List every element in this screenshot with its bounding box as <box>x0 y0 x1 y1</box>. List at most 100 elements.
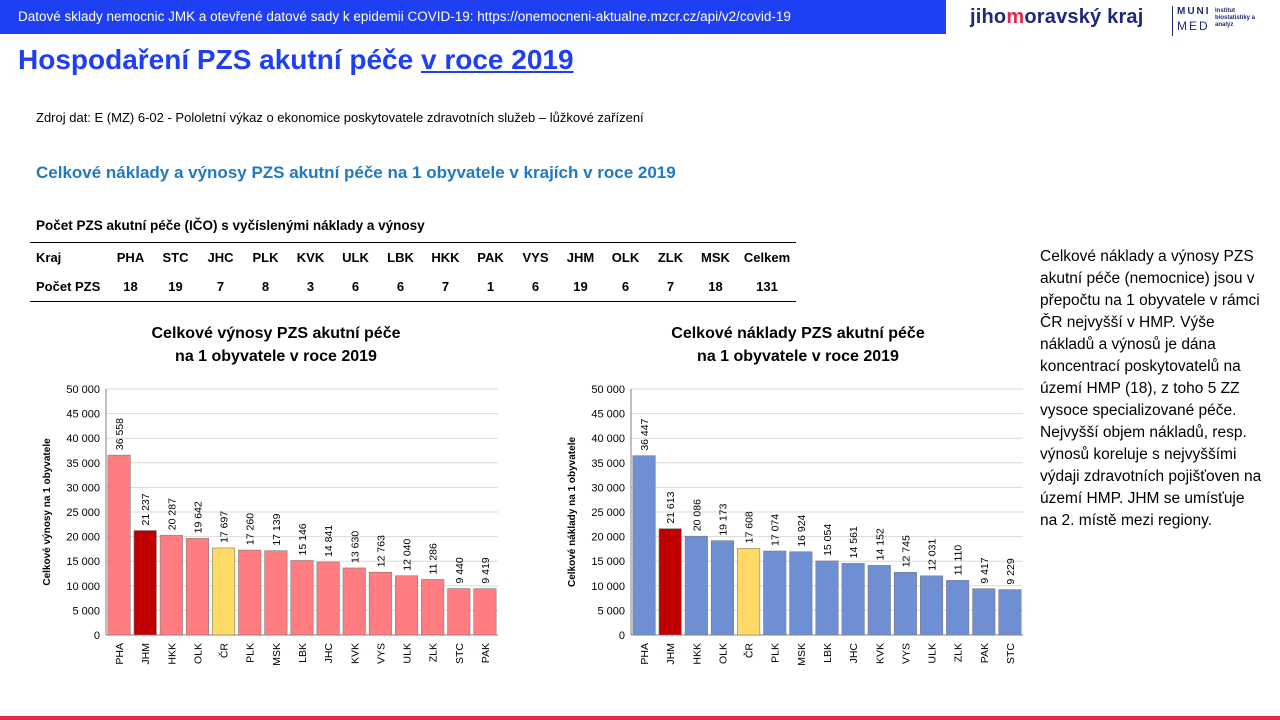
bar-MSK <box>264 550 288 636</box>
bar-ULK <box>919 575 944 636</box>
bar-VYS <box>893 571 917 636</box>
bar-ČR <box>212 547 236 636</box>
bar-STC <box>998 589 1022 636</box>
row-label-region: Kraj <box>30 242 108 272</box>
data-label: 16 924 <box>796 514 808 546</box>
table-value-cell: 18 <box>108 272 153 302</box>
bar-STC <box>447 588 471 636</box>
table-value-cell: 7 <box>423 272 468 302</box>
y-tick-label: 30 000 <box>591 482 625 494</box>
data-label: 9 417 <box>979 557 991 583</box>
bar-OLK <box>185 538 210 636</box>
data-label: 15 146 <box>297 523 309 555</box>
data-label: 17 260 <box>245 513 257 545</box>
bar-PHA <box>632 455 656 636</box>
bar-ČR <box>737 548 761 636</box>
y-tick-label: 10 000 <box>66 581 100 593</box>
x-tick-label: JHM <box>140 643 152 665</box>
table-header-cell: PLK <box>243 242 288 272</box>
header-bar: Datové sklady nemocnic JMK a otevřené da… <box>0 0 946 34</box>
x-tick-label: PLK <box>245 643 257 663</box>
x-tick-label: LBK <box>822 643 834 663</box>
bar-OLK <box>710 540 735 636</box>
x-tick-label: ULK <box>402 643 414 663</box>
bar-HKK <box>159 534 183 636</box>
table-value-cell: 7 <box>648 272 693 302</box>
data-label: 11 286 <box>428 543 440 574</box>
x-tick-label: STC <box>1005 643 1017 664</box>
bar-ULK <box>394 575 419 636</box>
y-tick-label: 50 000 <box>591 384 625 396</box>
data-label: 14 561 <box>848 526 860 558</box>
data-label: 13 630 <box>349 531 361 563</box>
table-value-cell: 19 <box>558 272 603 302</box>
data-label: 9 229 <box>1005 558 1017 584</box>
footer-line <box>0 716 1280 720</box>
table-header-cell: JHC <box>198 242 243 272</box>
data-label: 36 447 <box>639 418 651 450</box>
data-label: 17 608 <box>744 511 756 543</box>
x-tick-label: ČR <box>218 643 231 659</box>
y-tick-label: 50 000 <box>66 384 100 396</box>
table-header-cell: LBK <box>378 242 423 272</box>
bar-PAK <box>972 588 996 636</box>
y-tick-label: 45 000 <box>66 409 100 421</box>
y-tick-label: 35 000 <box>66 458 100 470</box>
bar-LBK <box>290 560 314 636</box>
data-source-note: Zdroj dat: E (MZ) 6-02 - Pololetní výkaz… <box>36 110 644 125</box>
bar-JHC <box>316 561 340 636</box>
table-header-cell: HKK <box>423 242 468 272</box>
data-label: 36 558 <box>114 418 126 450</box>
row-label-count: Počet PZS <box>30 272 108 302</box>
income-chart-title: Celkové výnosy PZS akutní péče na 1 obyv… <box>151 325 401 365</box>
bar-PAK <box>473 588 497 636</box>
x-tick-label: JHC <box>848 643 860 664</box>
x-tick-label: ULK <box>927 643 939 663</box>
y-tick-label: 20 000 <box>591 532 625 544</box>
data-label: 21 237 <box>140 493 152 525</box>
y-axis-label: Celkové výnosy na 1 obyvatele <box>42 438 53 586</box>
data-label: 12 031 <box>927 539 939 571</box>
data-label: 12 745 <box>900 535 912 567</box>
table-header-cell: STC <box>153 242 198 272</box>
y-tick-label: 30 000 <box>66 482 100 494</box>
x-tick-label: PHA <box>114 643 126 665</box>
data-label: 14 841 <box>323 525 335 557</box>
table-header-cell: OLK <box>603 242 648 272</box>
table-value-cell: 6 <box>378 272 423 302</box>
data-label: 9 419 <box>480 557 492 583</box>
y-tick-label: 25 000 <box>591 507 625 519</box>
data-label: 17 074 <box>770 514 782 546</box>
table-header-cell: JHM <box>558 242 603 272</box>
page-title: Hospodaření PZS akutní péče v roce 2019 <box>18 44 574 75</box>
table-value-cell: 131 <box>738 272 796 302</box>
x-tick-label: MSK <box>271 643 283 666</box>
y-tick-label: 40 000 <box>591 433 625 445</box>
y-tick-label: 40 000 <box>66 433 100 445</box>
bar-PHA <box>107 454 131 636</box>
bar-JHM <box>658 528 682 636</box>
x-tick-label: OLK <box>717 643 729 664</box>
x-tick-label: PHA <box>639 643 651 665</box>
y-tick-label: 5 000 <box>72 605 100 617</box>
x-tick-label: PLK <box>770 643 782 663</box>
x-tick-label: ZLK <box>428 643 440 662</box>
data-label: 17 697 <box>219 511 231 543</box>
data-label: 19 642 <box>192 501 204 533</box>
bar-VYS <box>368 571 392 636</box>
x-tick-label: STC <box>454 643 466 664</box>
table-header-cell: MSK <box>693 242 738 272</box>
table-value-cell: 6 <box>333 272 378 302</box>
table-header-cell: VYS <box>513 242 558 272</box>
table-value-cell: 18 <box>693 272 738 302</box>
y-tick-label: 5 000 <box>597 605 625 617</box>
y-tick-label: 0 <box>94 630 100 642</box>
x-tick-label: LBK <box>297 643 309 663</box>
data-label: 19 173 <box>717 503 729 535</box>
cost-chart-title: Celkové náklady PZS akutní péče na 1 oby… <box>671 325 925 365</box>
table-header-cell: Celkem <box>738 242 796 272</box>
x-tick-label: HKK <box>691 643 703 665</box>
table-header-cell: KVK <box>288 242 333 272</box>
data-label: 11 110 <box>953 545 965 576</box>
